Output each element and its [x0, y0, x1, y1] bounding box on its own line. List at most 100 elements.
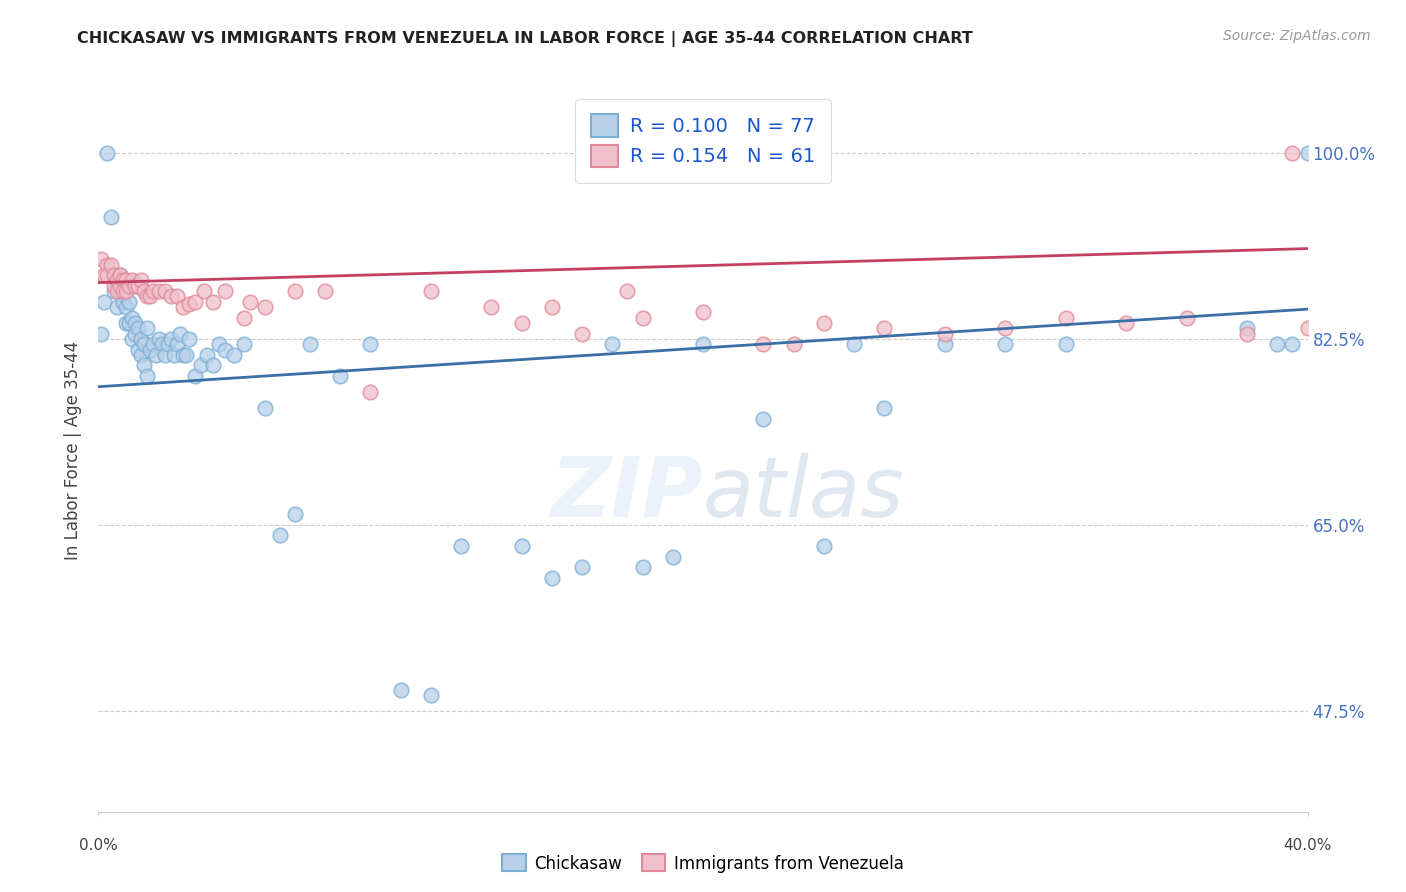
Point: [692, 337, 714, 351]
Point: [100, 258, 122, 272]
Point: [329, 369, 352, 384]
Point: [129, 348, 152, 362]
Point: [96, 258, 118, 272]
Point: [571, 326, 593, 341]
Point: [111, 273, 134, 287]
Point: [813, 316, 835, 330]
Point: [224, 348, 246, 362]
Point: [118, 278, 141, 293]
Point: [813, 539, 835, 553]
Point: [108, 268, 131, 282]
Point: [103, 268, 125, 282]
Text: Source: ZipAtlas.com: Source: ZipAtlas.com: [1223, 29, 1371, 43]
Point: [616, 284, 638, 298]
Point: [190, 359, 212, 373]
Point: [844, 337, 866, 351]
Point: [1175, 310, 1198, 325]
Point: [148, 284, 170, 298]
Point: [142, 284, 165, 298]
Point: [1296, 145, 1319, 160]
Point: [1054, 310, 1077, 325]
Point: [184, 369, 207, 384]
Point: [121, 332, 143, 346]
Point: [153, 284, 176, 298]
Point: [150, 337, 173, 351]
Point: [284, 507, 307, 521]
Point: [232, 310, 254, 325]
Point: [284, 284, 307, 298]
Point: [132, 359, 155, 373]
Point: [202, 294, 225, 309]
Point: [1296, 321, 1319, 335]
Point: [105, 273, 128, 287]
Point: [174, 348, 197, 362]
Point: [169, 326, 191, 341]
Point: [172, 300, 194, 314]
Point: [114, 284, 136, 298]
Point: [114, 273, 136, 287]
Point: [163, 348, 186, 362]
Point: [299, 337, 322, 351]
Point: [111, 284, 134, 298]
Point: [118, 316, 141, 330]
Point: [90, 326, 112, 341]
Point: [253, 300, 276, 314]
Point: [105, 273, 128, 287]
Point: [1281, 145, 1303, 160]
Point: [389, 682, 412, 697]
Point: [934, 326, 956, 341]
Point: [96, 268, 118, 282]
Point: [111, 278, 134, 293]
Point: [129, 332, 152, 346]
Legend: R = 0.100   N = 77, R = 0.154   N = 61: R = 0.100 N = 77, R = 0.154 N = 61: [575, 99, 831, 183]
Point: [510, 539, 533, 553]
Point: [994, 321, 1017, 335]
Point: [631, 310, 654, 325]
Point: [752, 337, 775, 351]
Point: [145, 348, 167, 362]
Point: [129, 273, 152, 287]
Point: [783, 337, 806, 351]
Point: [214, 343, 236, 357]
Text: 40.0%: 40.0%: [1284, 838, 1331, 854]
Point: [139, 343, 162, 357]
Point: [195, 348, 218, 362]
Point: [90, 252, 112, 267]
Point: [1281, 337, 1303, 351]
Point: [420, 284, 443, 298]
Point: [360, 384, 382, 399]
Point: [105, 300, 128, 314]
Point: [93, 294, 115, 309]
Y-axis label: In Labor Force | Age 35-44: In Labor Force | Age 35-44: [65, 341, 83, 560]
Point: [121, 310, 143, 325]
Point: [108, 284, 131, 298]
Text: 0.0%: 0.0%: [79, 838, 118, 854]
Point: [1236, 321, 1258, 335]
Point: [118, 294, 141, 309]
Point: [540, 571, 562, 585]
Point: [232, 337, 254, 351]
Point: [510, 316, 533, 330]
Point: [360, 337, 382, 351]
Point: [108, 278, 131, 293]
Point: [114, 300, 136, 314]
Point: [179, 297, 201, 311]
Point: [135, 321, 157, 335]
Point: [124, 316, 146, 330]
Text: ZIP: ZIP: [550, 453, 703, 534]
Point: [103, 268, 125, 282]
Point: [420, 688, 443, 702]
Point: [135, 289, 157, 303]
Point: [124, 326, 146, 341]
Point: [208, 337, 231, 351]
Point: [127, 321, 149, 335]
Point: [132, 284, 155, 298]
Point: [148, 332, 170, 346]
Point: [153, 348, 176, 362]
Point: [214, 284, 236, 298]
Point: [540, 300, 562, 314]
Point: [631, 560, 654, 574]
Point: [239, 294, 262, 309]
Point: [179, 332, 201, 346]
Point: [202, 359, 225, 373]
